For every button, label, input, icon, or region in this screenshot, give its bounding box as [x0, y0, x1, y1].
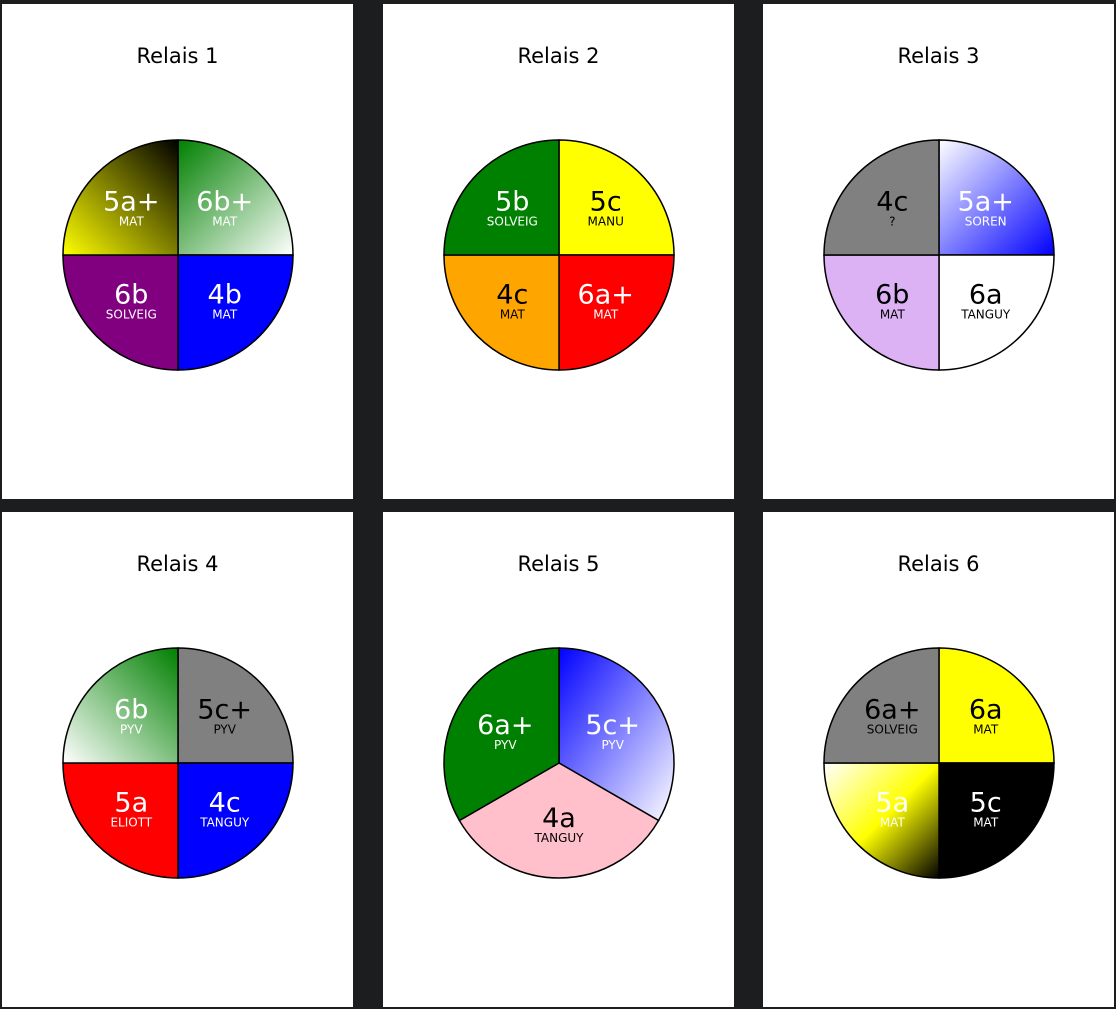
segment-climber-label: SOLVEIG — [867, 722, 918, 736]
segment-grade-label: 6b — [114, 280, 148, 311]
segment-climber-label: MAT — [500, 308, 526, 322]
segment-climber-label: MANU — [588, 214, 624, 228]
segment-climber-label: TANGUY — [534, 831, 585, 845]
pie-segment — [458, 762, 660, 879]
segment-grade-label: 6a — [969, 694, 1003, 725]
segment-climber-label: PYV — [494, 738, 517, 752]
relay-title: Relais 5 — [517, 552, 600, 576]
relay-card-3: Relais 3 5a+ SOREN 6a TANGUY 6b MAT 4c? — [763, 4, 1114, 499]
segment-climber-label: MAT — [119, 214, 145, 228]
relay-card-1: Relais 1 6b+ MAT 4b MAT 6b SOLVEIG 5a+ MAT — [2, 4, 353, 499]
relay-card-2: Relais 2 5c MANU 6a+ MAT 4c MAT 5b SOLVEIG — [383, 4, 734, 499]
pie-segment — [823, 762, 940, 879]
segment-grade-label: 5c+ — [197, 694, 252, 725]
pie-segment — [62, 254, 179, 371]
segment-climber-label: ? — [889, 214, 895, 228]
relay-title: Relais 6 — [897, 552, 980, 576]
segment-climber-label: MAT — [593, 308, 619, 322]
segment-grade-label: 6a — [969, 280, 1003, 311]
segment-climber-label: TANGUY — [199, 816, 250, 830]
pie-segment — [938, 762, 1055, 879]
segment-grade-label: 6a+ — [864, 694, 920, 725]
segment-grade-label: 6b — [875, 280, 909, 311]
pie-segment — [938, 139, 1055, 256]
pie-segment — [177, 139, 294, 256]
segment-climber-label: SOLVEIG — [106, 308, 157, 322]
segment-climber-label: MAT — [880, 308, 906, 322]
segment-grade-label: 6b+ — [196, 186, 253, 217]
segment-grade-label: 4c — [496, 280, 528, 311]
pie-segment — [938, 647, 1055, 764]
segment-grade-label: 5a+ — [103, 186, 159, 217]
segment-grade-label: 6a+ — [578, 280, 634, 311]
pie-segment — [558, 254, 675, 371]
segment-climber-label: MAT — [973, 722, 999, 736]
pie-segment — [62, 762, 179, 879]
segment-climber-label: MAT — [212, 214, 238, 228]
segment-climber-label: TANGUY — [960, 308, 1011, 322]
segment-climber-label: SOLVEIG — [487, 214, 538, 228]
segment-grade-label: 4b — [208, 280, 242, 311]
segment-climber-label: SOREN — [965, 214, 1007, 228]
segment-climber-label: MAT — [880, 816, 906, 830]
relay-card-4: Relais 4 5c+ PYV 4c TANGUY 5a ELIOTT 6b PYV — [2, 512, 353, 1007]
segment-grade-label: 5b — [495, 186, 529, 217]
segment-climber-label: MAT — [212, 308, 238, 322]
segment-grade-label: 5c — [590, 186, 622, 217]
segment-grade-label: 6a+ — [477, 710, 533, 741]
segment-climber-label: PYV — [601, 738, 624, 752]
pie-segment — [62, 647, 179, 764]
pie-segment — [443, 647, 560, 822]
segment-grade-label: 5c — [970, 788, 1002, 819]
relay-title: Relais 2 — [517, 44, 600, 68]
pie-segment — [443, 254, 560, 371]
relay-card-5: Relais 5 5c+ PYV 4a TANGUY 6a+ PYV — [383, 512, 734, 1007]
pie-segment — [62, 139, 179, 256]
segment-grade-label: 5a — [875, 788, 909, 819]
relay-title: Relais 4 — [136, 552, 219, 576]
segment-climber-label: ELIOTT — [110, 816, 152, 830]
segment-grade-label: 4c — [209, 788, 241, 819]
pie-segment — [177, 254, 294, 371]
segment-grade-label: 5a — [114, 788, 148, 819]
pie-segment — [823, 254, 940, 371]
segment-grade-label: 5c+ — [585, 710, 640, 741]
pie-segment — [443, 139, 560, 256]
relay-card-6: Relais 6 6a MAT 5c MAT 5a MAT 6a+ SOLVEIG — [763, 512, 1114, 1007]
segment-grade-label: 4a — [542, 803, 576, 834]
pie-segment — [938, 254, 1055, 371]
segment-climber-label: MAT — [973, 816, 999, 830]
relay-title: Relais 3 — [897, 44, 980, 68]
segment-grade-label: 4c — [876, 186, 908, 217]
segment-grade-label: 5a+ — [958, 186, 1014, 217]
segment-climber-label: PYV — [213, 722, 236, 736]
pie-segment — [558, 647, 675, 822]
segment-climber-label: PYV — [120, 722, 143, 736]
pie-segment — [558, 139, 675, 256]
pie-segment — [177, 762, 294, 879]
pie-segment — [823, 139, 940, 256]
pie-segment — [823, 647, 940, 764]
segment-grade-label: 6b — [114, 694, 148, 725]
pie-segment — [177, 647, 294, 764]
relay-title: Relais 1 — [136, 44, 219, 68]
